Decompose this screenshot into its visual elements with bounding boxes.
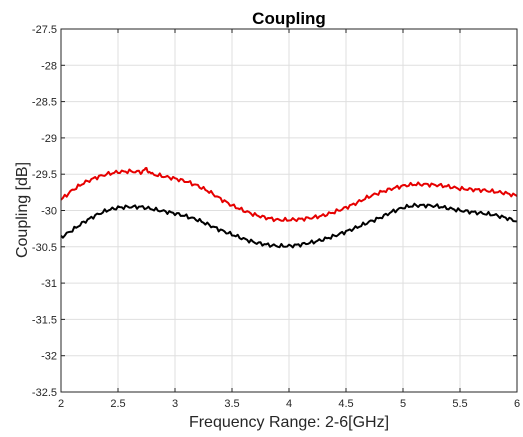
chart-title: Coupling	[252, 9, 326, 28]
y-tick-label: -30.5	[32, 242, 57, 254]
x-tick-label: 3	[172, 398, 178, 410]
grid-lines	[61, 29, 517, 392]
y-tick-label: -29.5	[32, 169, 57, 181]
x-axis-label: Frequency Range: 2-6[GHz]	[189, 414, 389, 431]
y-tick-label: -30	[41, 206, 57, 218]
y-tick-label: -27.5	[32, 24, 57, 36]
x-tick-label: 4	[286, 398, 292, 410]
y-tick-label: -31.5	[32, 314, 57, 326]
y-tick-label: -28	[41, 60, 57, 72]
x-tick-label: 2.5	[110, 398, 125, 410]
series-line-1	[60, 167, 518, 223]
series-line-2	[60, 202, 518, 249]
y-tick-label: -31	[41, 278, 57, 290]
y-tick-label: -32.5	[32, 387, 57, 399]
x-tick-label: 6	[514, 398, 520, 410]
tick-layer: 2 2.5 3 3.5 4 4.5 5 5.5 6 -27.5 -28 -28.5 -29 -29.5 -3…	[32, 24, 520, 410]
y-tick-label: -29	[41, 133, 57, 145]
series-layer	[60, 167, 518, 249]
x-tick-label: 5.5	[452, 398, 467, 410]
x-tick-label: 3.5	[224, 398, 239, 410]
y-tick-label: -32	[41, 351, 57, 363]
x-tick-label: 2	[58, 398, 64, 410]
y-axis-label: Coupling [dB]	[14, 162, 31, 258]
x-tick-label: 4.5	[338, 398, 353, 410]
y-tick-label: -28.5	[32, 97, 57, 109]
x-tick-label: 5	[400, 398, 406, 410]
